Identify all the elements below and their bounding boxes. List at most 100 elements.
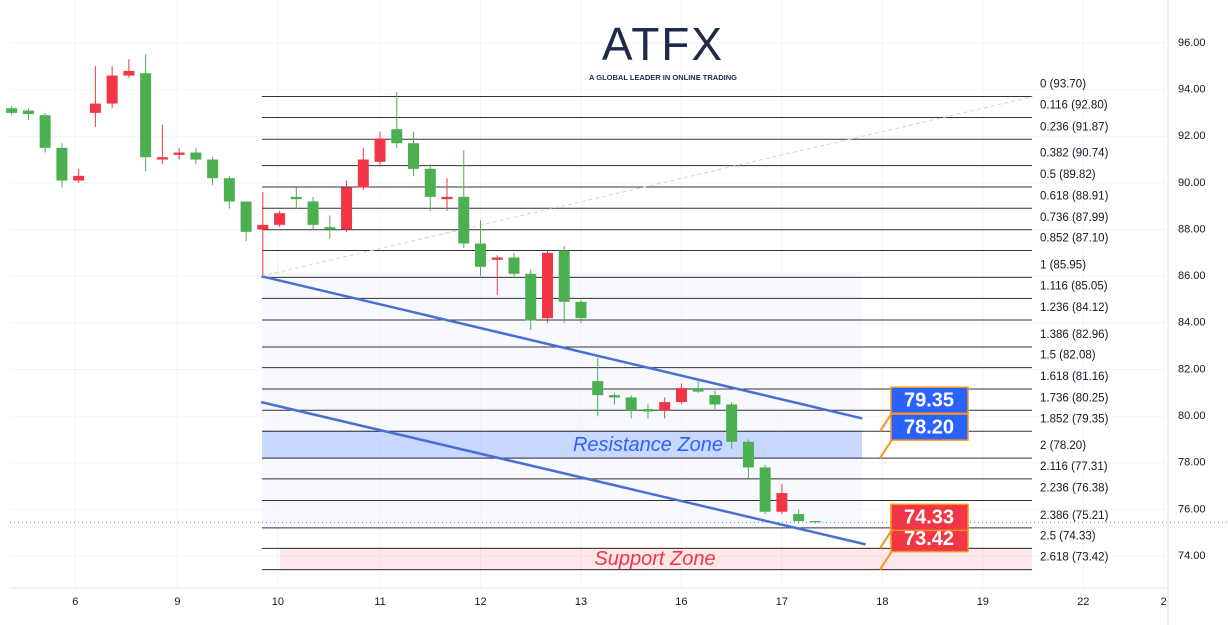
candle-body (541, 252, 553, 319)
trendline (260, 400, 866, 546)
candle-body (156, 157, 168, 160)
y-tick-label: 82.00 (1178, 363, 1206, 375)
candle-body (525, 273, 537, 321)
zone-label: Support Zone (594, 548, 715, 570)
fib-label: 1 (85.95) (1040, 259, 1086, 271)
candle-body (39, 115, 51, 148)
x-tick-label: 22 (1077, 596, 1089, 608)
x-tick-label: 2 (1161, 596, 1167, 608)
callout-box (890, 413, 969, 441)
candle-body (89, 103, 101, 113)
x-tick-label: 13 (575, 596, 587, 608)
callout-box (890, 503, 969, 532)
candle-body (207, 159, 219, 179)
candle-body (374, 138, 386, 162)
y-tick-label: 88.00 (1178, 223, 1206, 235)
candle-layer (6, 54, 821, 524)
x-tick-label: 10 (272, 596, 284, 608)
candle-body (675, 388, 687, 403)
y-tick-label: 78.00 (1178, 457, 1206, 469)
callout-connector (879, 410, 894, 432)
candle-body (726, 404, 738, 442)
fib-label: 0.852 (87.10) (1040, 233, 1109, 245)
fib-label: 1.618 (81.16) (1040, 371, 1109, 383)
y-tick-label: 90.00 (1178, 177, 1206, 189)
candle-body (776, 493, 788, 512)
candle-body (307, 201, 319, 225)
fib-label: 2.386 (75.21) (1040, 510, 1109, 522)
y-tick-label: 76.00 (1178, 503, 1206, 515)
logo-subtitle: A GLOBAL LEADER IN ONLINE TRADING (589, 73, 737, 82)
candle-body (240, 201, 252, 232)
callout-label: 78.20 (904, 416, 954, 438)
fib-label: 0.618 (88.91) (1040, 190, 1109, 202)
candle-body (659, 402, 671, 411)
candle-body (508, 257, 520, 274)
candle-body (357, 159, 369, 188)
callout-connector (879, 437, 894, 459)
zone (280, 548, 1032, 570)
candle-body (692, 388, 704, 392)
candle-body (341, 187, 353, 230)
y-tick-label: 92.00 (1178, 130, 1206, 142)
x-tick-label: 9 (174, 596, 180, 608)
y-tick-label: 96.00 (1178, 37, 1206, 49)
candle-body (391, 129, 403, 144)
candle-body (575, 301, 587, 319)
x-tick-label: 11 (374, 596, 385, 608)
candle-body (608, 395, 620, 398)
fib-label: 2.5 (74.33) (1040, 530, 1096, 542)
candle-body (6, 108, 18, 113)
candle-body (424, 168, 436, 197)
candle-body (173, 152, 185, 155)
candle-body (274, 213, 286, 225)
y-tick-label: 74.00 (1178, 550, 1206, 562)
fib-label: 0.236 (91.87) (1040, 121, 1109, 133)
candle-body (809, 521, 821, 523)
candle-body (441, 196, 453, 200)
trendline (261, 96, 1034, 277)
candle-body (190, 152, 202, 160)
candle-body (408, 143, 420, 169)
fib-label: 1.852 (79.35) (1040, 413, 1109, 425)
callout-label: 74.33 (904, 507, 954, 529)
y-tick-label: 94.00 (1178, 83, 1206, 95)
candle-body (324, 227, 336, 230)
candle-body (558, 250, 570, 302)
candle-body (475, 243, 487, 267)
candle-body (709, 395, 721, 405)
fib-label: 1.386 (82.96) (1040, 329, 1109, 341)
callout-connector (879, 527, 894, 549)
fib-label: 1.236 (84.12) (1040, 302, 1109, 314)
y-tick-label: 86.00 (1178, 270, 1206, 282)
trendline (260, 274, 863, 420)
zone-label: Resistance Zone (573, 434, 723, 456)
fib-label: 2 (78.20) (1040, 440, 1086, 452)
candle-body (458, 196, 470, 244)
candle-body (22, 110, 34, 115)
x-tick-label: 17 (776, 596, 788, 608)
fib-label: 1.736 (80.25) (1040, 392, 1109, 404)
channel-shade (262, 272, 862, 530)
candle-body (140, 73, 152, 158)
drawing-layer (10, 96, 1228, 571)
callout-connector (879, 549, 894, 571)
annotation-layer: 74.00 76.00 78.00 80.00 82.00 84.00 86.00 88.00… (72, 37, 1205, 608)
fib-label: 0.5 (89.82) (1040, 169, 1096, 181)
callout-label: 73.42 (904, 528, 954, 550)
fib-label: 0.116 (92.80) (1040, 100, 1108, 112)
x-tick-label: 19 (977, 596, 989, 608)
candle-body (290, 196, 302, 200)
fib-label: 2.236 (76.38) (1040, 483, 1109, 495)
candle-body (257, 224, 269, 230)
candle-body (223, 178, 235, 202)
candle-body (793, 514, 805, 522)
callout-box (890, 386, 969, 415)
y-tick-label: 80.00 (1178, 410, 1206, 422)
candle-body (592, 381, 604, 396)
zone (262, 431, 862, 459)
fib-label: 2.618 (73.42) (1040, 552, 1109, 564)
x-tick-label: 18 (876, 596, 888, 608)
